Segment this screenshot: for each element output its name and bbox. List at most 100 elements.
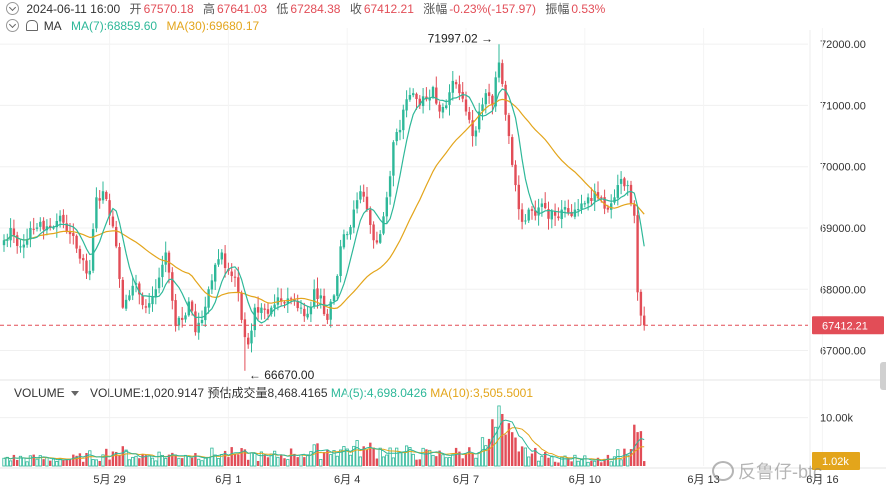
candle-body [55,220,58,228]
candle-body [207,289,210,308]
candle-body [511,137,514,165]
y-tick-label: 70000.00 [820,162,866,174]
volume-bar [612,456,617,467]
dropdown-caret-icon[interactable] [70,390,79,396]
pane-resize-handle[interactable] [880,362,886,390]
volume-bar [504,434,507,466]
candle-body [547,209,550,219]
candle-body [520,209,524,222]
candle-body [108,200,111,216]
candle-body [266,309,270,314]
volume-indicator-label[interactable]: VOLUME [14,386,65,400]
volume-bar [289,448,293,466]
candle-body [431,87,435,98]
candle-body [42,220,45,230]
candle-body [464,99,468,112]
volume-bar [247,459,250,466]
candle-body [540,203,544,207]
volume-bar [395,447,399,467]
candle-body [200,319,204,324]
volume-bar [240,448,243,466]
volume-bar [454,447,458,466]
chevron-down-icon[interactable] [6,19,19,32]
candle-body [85,260,88,274]
candle-body [487,92,491,96]
candle-body [29,227,32,240]
candle-body [316,288,319,300]
volume-bar [32,454,35,466]
candle-body [451,80,454,93]
volume-bar [468,447,471,466]
volume-bar [319,458,323,467]
volume-bar [520,446,524,466]
volume-bar [418,459,421,466]
candle-body [619,178,623,184]
ma-row: MA MA(7):68859.60 MA(30):69680.17 [6,17,265,35]
volume-bar [487,438,491,466]
candle-body [553,211,557,216]
candle-body [435,87,438,104]
volume-bar [639,431,643,466]
ma-indicator-label[interactable]: MA [43,19,62,33]
volume-bar [233,454,237,466]
candle-body [491,95,494,106]
candle-body [402,109,405,131]
volume-bar [203,457,207,467]
volume-bar [82,461,85,466]
volume-bar [72,454,75,466]
volume-bar [441,454,445,467]
volume-bar [91,459,95,467]
volume-bar [28,455,33,467]
volume-bar [230,447,233,466]
candle-body [260,307,263,314]
candle-body [626,185,629,187]
low-value: 67284.38 [290,2,341,16]
volume-bar [105,448,108,466]
candle-body [138,283,141,295]
volume-bar [435,456,438,466]
candle-body [25,239,29,245]
ma7-line [3,88,645,324]
volume-bar [124,449,128,467]
volume-bar [5,456,9,467]
chevron-down-icon[interactable] [6,2,19,15]
candle-body [600,197,603,199]
candle-body [9,227,12,241]
candle-body [484,93,487,105]
last-price-label: 67412.21 [822,320,868,332]
candle-body [339,246,342,276]
last-price-badge [812,316,884,335]
open-label: 开 [129,2,142,16]
volume-bar [401,452,405,467]
volume-bar [540,455,544,467]
candle-body [583,203,586,205]
volume-bar [355,440,359,467]
candle-body [507,115,511,137]
volume-bar [276,456,280,467]
low-annotation: ← 66670.00 [249,368,315,382]
volume-bar [309,451,313,467]
volume-bar [431,454,435,467]
candle-body [501,63,504,84]
candle-body [478,111,481,130]
candle-body [534,210,537,216]
volume-bar [573,454,577,467]
volume-bar [342,446,346,467]
volume-bar [312,444,316,467]
candle-body [313,289,316,306]
volume-bar [570,461,573,466]
ma30-value: MA(30):69680.17 [166,19,260,33]
candle-body [372,224,375,241]
candle-body [78,248,82,259]
volume-bar [177,457,181,467]
candle-body [148,303,151,308]
bell-icon[interactable] [26,20,39,31]
x-tick-label: 6月 16 [806,474,838,486]
candle-body [72,233,75,236]
volume-bar [385,454,389,467]
candle-body [329,301,332,320]
volume-bar [51,458,56,467]
candle-body [2,240,6,246]
volume-bar [303,457,306,466]
